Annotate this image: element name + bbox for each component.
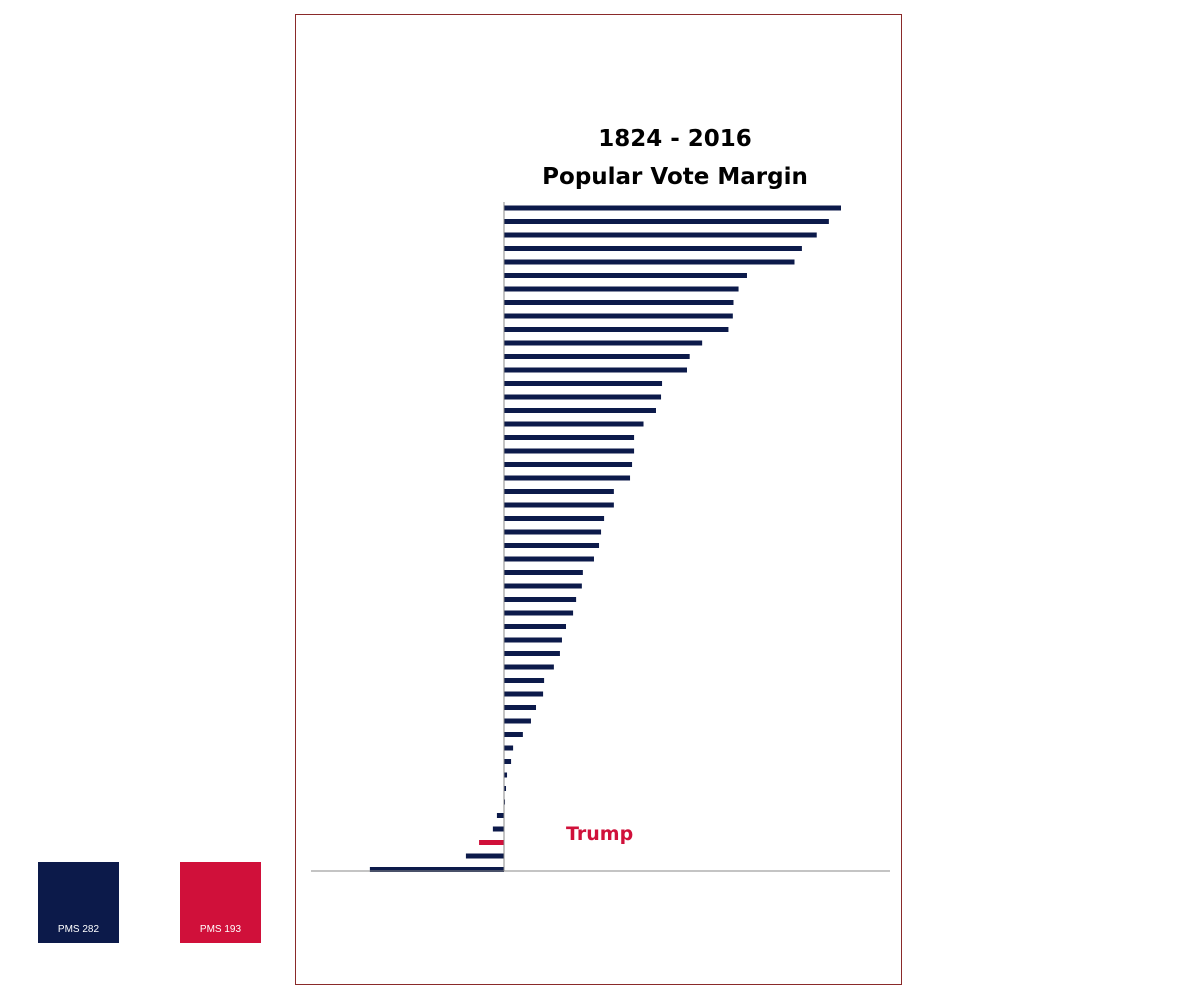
bar-13 [504,381,663,386]
bar-17 [504,435,635,440]
bar-27 [504,570,583,575]
bar-49 [369,867,504,872]
bar-36 [504,691,544,697]
bar-48 [465,853,504,859]
bar-32 [504,637,562,643]
bar-10 [504,340,703,346]
bar-15 [504,408,656,413]
bar-0 [504,205,841,211]
bar-43 [504,786,507,791]
bar-3 [504,246,802,251]
bar-35 [504,678,545,683]
bar-19 [504,462,633,467]
bar-41 [504,759,512,764]
swatch-label-pms-193: PMS 193 [199,924,242,935]
chart-title: 1824 - 2016 Popular Vote Margin [500,120,850,196]
bar-9 [504,327,729,332]
bar-42 [504,772,508,778]
bar-26 [504,556,594,562]
bar-30 [504,610,574,616]
bar-12 [504,367,687,373]
figure-frame [295,14,902,985]
bar-25 [504,543,600,548]
bar-23 [504,516,605,521]
bar-39 [504,732,523,737]
bar-7 [504,300,734,305]
bar-18 [504,448,635,454]
bar-11 [504,354,690,359]
bar-46 [492,826,504,832]
bar-6 [504,286,739,292]
swatch-pms-193: PMS 193 [180,862,261,943]
bar-24 [504,529,602,535]
swatch-pms-282: PMS 282 [38,862,119,943]
bar-4 [504,259,795,265]
bar-1 [504,219,829,224]
bar-2 [504,232,817,238]
swatch-label-pms-282: PMS 282 [57,924,100,935]
bar-44 [504,799,506,805]
bar-5 [504,273,747,278]
bar-14 [504,394,662,400]
chart-title-line-1: 1824 - 2016 [598,126,752,152]
bar-38 [504,718,531,724]
bar-37 [504,705,537,710]
bar-28 [504,583,582,589]
bar-40 [504,745,514,751]
chart-title-line-2: Popular Vote Margin [542,164,808,190]
bar-trump [479,840,504,845]
bar-16 [504,421,644,427]
trump-annotation: Trump [566,823,634,845]
bar-22 [504,502,614,508]
bar-20 [504,475,631,481]
bar-31 [504,624,567,629]
bar-34 [504,664,554,670]
bar-33 [504,651,560,656]
bar-21 [504,489,614,494]
bar-45 [496,813,504,818]
bar-29 [504,597,577,602]
bar-8 [504,313,733,319]
